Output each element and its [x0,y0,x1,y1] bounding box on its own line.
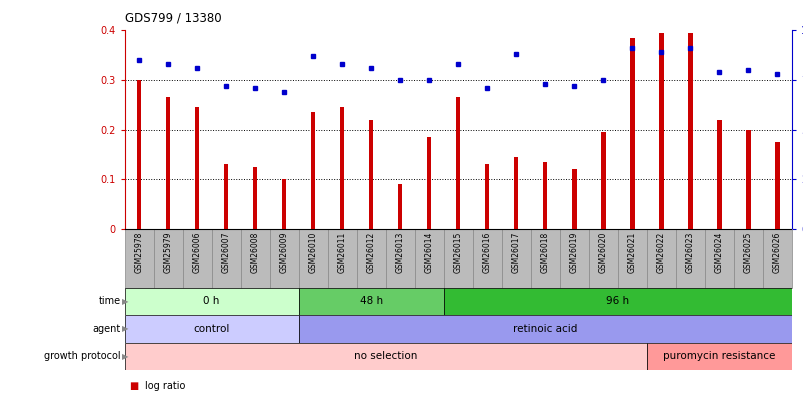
Text: GSM26009: GSM26009 [279,232,288,273]
Text: GSM26020: GSM26020 [598,232,607,273]
Bar [617,229,646,288]
Bar [299,229,328,288]
Bar [762,229,791,288]
Bar [687,33,691,229]
Bar [484,164,489,229]
Text: 0 h: 0 h [203,296,219,306]
Text: GSM26008: GSM26008 [251,232,259,273]
Text: GSM25978: GSM25978 [134,232,144,273]
Bar [572,169,576,229]
Text: GSM26017: GSM26017 [512,232,520,273]
Bar [704,229,733,288]
Bar [658,33,662,229]
Bar [311,112,315,229]
Bar [124,288,299,315]
Text: time: time [98,296,120,306]
Bar [733,229,762,288]
Text: agent: agent [92,324,120,334]
Bar [224,164,228,229]
Text: GSM26018: GSM26018 [540,232,549,273]
Bar [543,162,547,229]
Text: GSM26015: GSM26015 [453,232,463,273]
Text: GSM26026: GSM26026 [772,232,781,273]
Bar [646,343,791,370]
Bar [646,229,675,288]
Bar [559,229,588,288]
Bar [137,80,141,229]
Bar [601,132,605,229]
Bar [182,229,211,288]
Text: GSM26012: GSM26012 [366,232,375,273]
Bar [774,142,779,229]
Bar [253,167,257,229]
Text: GSM26011: GSM26011 [337,232,346,273]
Bar [414,229,443,288]
Bar [124,315,299,343]
Bar [426,137,431,229]
Bar [369,120,373,229]
Text: GSM26021: GSM26021 [627,232,636,273]
Bar [630,38,634,229]
Bar [240,229,269,288]
Text: GSM26016: GSM26016 [482,232,491,273]
Bar [501,229,530,288]
Bar [299,315,791,343]
Text: GSM25979: GSM25979 [164,232,173,273]
Text: control: control [194,324,230,334]
Bar [153,229,182,288]
Bar [675,229,704,288]
Bar [328,229,357,288]
Bar [716,120,720,229]
Bar [588,229,617,288]
Bar [299,288,443,315]
Text: GSM26010: GSM26010 [308,232,317,273]
Bar [269,229,299,288]
Text: GSM26024: GSM26024 [714,232,723,273]
Bar [455,97,460,229]
Text: GSM26014: GSM26014 [424,232,434,273]
Bar [165,97,170,229]
Text: GSM26007: GSM26007 [222,232,230,273]
Text: ▶: ▶ [122,324,128,333]
Text: 96 h: 96 h [605,296,629,306]
Text: GSM26019: GSM26019 [569,232,578,273]
Bar [340,107,344,229]
Bar [472,229,501,288]
Text: ▶: ▶ [122,297,128,306]
Bar [124,229,153,288]
Bar [211,229,240,288]
Bar [282,179,286,229]
Bar [385,229,414,288]
Text: GSM26006: GSM26006 [193,232,202,273]
Text: 48 h: 48 h [359,296,382,306]
Bar [397,184,402,229]
Bar [443,229,472,288]
Bar [124,343,646,370]
Text: GSM26013: GSM26013 [395,232,404,273]
Text: ■: ■ [128,382,138,391]
Text: GSM26023: GSM26023 [685,232,694,273]
Text: GDS799 / 13380: GDS799 / 13380 [124,11,221,24]
Bar [530,229,559,288]
Text: retinoic acid: retinoic acid [512,324,577,334]
Text: growth protocol: growth protocol [44,352,120,361]
Bar [443,288,791,315]
Bar [195,107,199,229]
Bar [745,130,750,229]
Text: log ratio: log ratio [145,382,185,391]
Text: ▶: ▶ [122,352,128,361]
Text: puromycin resistance: puromycin resistance [662,352,775,361]
Text: GSM26025: GSM26025 [743,232,752,273]
Bar [357,229,385,288]
Bar [513,157,518,229]
Text: GSM26022: GSM26022 [656,232,665,273]
Text: no selection: no selection [353,352,417,361]
